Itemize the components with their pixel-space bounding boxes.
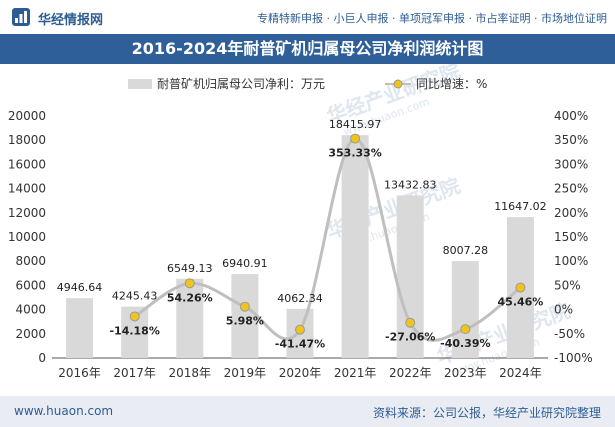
bar-value-label: 11647.02 [494,200,547,213]
growth-line [133,137,522,342]
y-right-tick-label: 150% [554,230,588,244]
bar [341,135,369,358]
growth-point [460,324,471,335]
top-bar: 华经情报网 专精特新申报 · 小巨人申报 · 单项冠军申报 · 市占率证明 · … [0,0,615,34]
growth-point [405,317,416,328]
service-tags: 专精特新申报 · 小巨人申报 · 单项冠军申报 · 市占率证明 · 市场地位证明 [257,12,607,25]
y-right-tick-label: 50% [554,278,581,292]
growth-value-label: -41.47% [275,338,325,351]
x-tick-label: 2024年 [499,366,542,380]
growth-point [239,301,250,312]
y-right-tick-label: 0% [554,303,573,317]
bar [66,298,94,358]
y-right-tick-label: 100% [554,254,588,268]
legend-swatch-marker [393,79,403,89]
brand-logo-icon [12,8,30,26]
legend-label-line: 同比增速：% [416,77,487,91]
y-left-tick-label: 10000 [8,230,46,244]
bar [176,278,204,358]
y-left-tick-label: 14000 [8,182,46,196]
y-right-tick-label: -50% [554,327,585,341]
y-left-tick-label: 0 [38,351,46,365]
bar-value-label: 4062.34 [277,292,323,305]
footer-url[interactable]: www.huaon.com [14,404,114,418]
x-tick-label: 2021年 [334,366,377,380]
y-right-tick-label: -100% [554,351,593,365]
x-tick-label: 2018年 [169,366,212,380]
bar-value-label: 13432.83 [384,178,437,191]
footer: www.huaon.com 资料来源：公司公报，华经产业研究院整理 [0,396,615,427]
growth-line-series [129,133,526,342]
x-tick-label: 2022年 [389,366,432,380]
y-left-tick-label: 12000 [8,206,46,220]
y-right-tick-label: 350% [554,133,588,147]
footer-source: 资料来源：公司公报，华经产业研究院整理 [372,406,601,420]
brand-name[interactable]: 华经情报网 [38,13,104,28]
growth-value-label: 5.98% [226,315,264,328]
growth-value-label: -14.18% [109,324,159,337]
y-left-tick-label: 2000 [15,327,46,341]
y-right-tick-label: 400% [554,109,588,123]
x-tick-label: 2020年 [279,366,322,380]
bar-value-label: 6549.13 [167,262,213,275]
y-left-tick-label: 18000 [8,133,46,147]
axes: 0 2000 4000 6000 8000 10000 12000 14000 16000 180… [8,109,593,380]
bar [231,274,259,358]
growth-value-label: 54.26% [167,291,213,304]
bar-value-label: 4946.64 [57,281,103,294]
legend-label-bar: 耐普矿机归属母公司净利：万元 [157,77,325,91]
legend: 耐普矿机归属母公司净利：万元 同比增速：% [128,77,487,91]
growth-value-label: 353.33% [328,147,381,160]
growth-value-label: -27.06% [385,331,435,344]
growth-point [295,324,305,335]
bar-value-label: 6940.91 [222,257,268,270]
y-left-tick-label: 16000 [8,157,46,171]
bar-value-label: 8007.28 [443,244,489,257]
x-tick-label: 2017年 [113,366,156,380]
bar [396,195,424,358]
bar [451,261,479,358]
y-left-tick-label: 8000 [15,254,46,268]
growth-point [129,311,140,322]
x-tick-label: 2016年 [58,366,101,380]
bar-series [66,135,534,358]
x-tick-label: 2023年 [444,366,487,380]
x-tick-label: 2019年 [224,366,267,380]
growth-point [350,133,361,144]
chart-area: 华经产业研究院www.huaon.com华经产业研究院www.huaon.com… [8,64,593,380]
growth-point [184,278,195,289]
y-left-tick-label: 6000 [15,278,46,292]
data-labels: 4946.64 4245.43 6549.13 6940.91 4062.34 18415… [57,118,547,351]
bar-value-label: 4245.43 [112,290,158,303]
growth-point [515,282,526,293]
y-right-tick-label: 300% [554,157,588,171]
bar-value-label: 18415.97 [329,118,382,131]
legend-swatch-bar [128,79,152,89]
y-right-tick-label: 200% [554,206,588,220]
y-left-tick-label: 4000 [15,303,46,317]
y-left-tick-label: 20000 [8,109,46,123]
growth-value-label: 45.46% [498,296,544,309]
growth-value-label: -40.39% [440,337,490,350]
chart-title: 2016-2024年耐普矿机归属母公司净利润统计图 [0,34,615,64]
y-right-tick-label: 250% [554,182,588,196]
